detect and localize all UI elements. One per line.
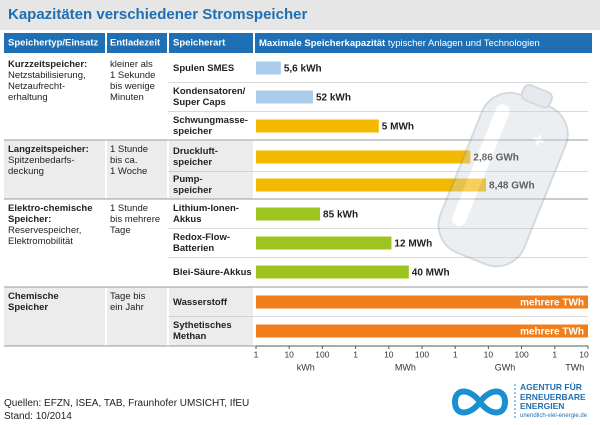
battery-cap bbox=[520, 83, 553, 109]
bar bbox=[256, 324, 588, 338]
bar bbox=[256, 295, 588, 309]
bar bbox=[256, 236, 392, 250]
x-tick-label: 10 bbox=[384, 349, 394, 359]
value-label: 5,6 kWh bbox=[284, 64, 322, 75]
value-label: 8,48 GWh bbox=[489, 181, 535, 192]
logo-url: unendlich-viel-energie.de bbox=[520, 413, 588, 419]
x-tick-label: 10 bbox=[484, 349, 494, 359]
category-label: Blei-Säure-Akkus bbox=[173, 266, 252, 278]
bar bbox=[256, 178, 487, 192]
bar bbox=[256, 61, 281, 75]
value-label: 52 kWh bbox=[316, 93, 351, 104]
bar bbox=[256, 119, 379, 133]
discharge: kleiner als 1 Sekunde bis wenige Minuten bbox=[110, 59, 156, 103]
battery-shine bbox=[452, 104, 510, 227]
logo-name: AGENTUR FÜR ERNEUERBARE ENERGIEN bbox=[520, 382, 586, 411]
category-label: Pump- speicher bbox=[173, 174, 213, 196]
category-label: Wasserstoff bbox=[173, 296, 228, 308]
sources: Quellen: EFZN, ISEA, TAB, Fraunhofer UMS… bbox=[4, 398, 250, 409]
category-label: Kondensatoren/ Super Caps bbox=[173, 86, 246, 108]
battery-body bbox=[437, 92, 569, 268]
bar bbox=[256, 150, 471, 164]
category-label: Druckluft- speicher bbox=[173, 146, 218, 168]
value-label: 40 MWh bbox=[412, 268, 450, 279]
battery bbox=[437, 83, 569, 268]
unit-label: TWh bbox=[565, 362, 584, 372]
chart-header-bold: Maximale Speicherkapazität bbox=[259, 38, 386, 49]
x-tick-label: 1 bbox=[453, 349, 458, 359]
value-label: 85 kWh bbox=[323, 210, 358, 221]
chart-title: Kapazitäten verschiedener Stromspeicher bbox=[8, 6, 307, 23]
x-tick-label: 1 bbox=[552, 349, 557, 359]
header: Speichertyp/Einsatz bbox=[8, 38, 99, 49]
x-tick-label: 10 bbox=[284, 349, 294, 359]
unit-label: kWh bbox=[297, 362, 315, 372]
category-label: Lithium-Ionen- Akkus bbox=[173, 203, 239, 225]
logo-mark bbox=[451, 388, 509, 416]
group-type: Langzeitspeicher: bbox=[8, 144, 89, 155]
header: Speicherart bbox=[173, 38, 226, 49]
unit-label: MWh bbox=[395, 362, 416, 372]
discharge: 1 Stunde bis ca. 1 Woche bbox=[110, 144, 149, 177]
value-label: 12 MWh bbox=[394, 239, 432, 250]
group-bg bbox=[4, 140, 254, 199]
value-label: mehrere TWh bbox=[520, 327, 584, 338]
date: Stand: 10/2014 bbox=[4, 411, 72, 422]
bar bbox=[256, 207, 321, 221]
group-use: Netzstabilisierung, Netzaufrecht- erhalt… bbox=[8, 70, 86, 103]
discharge: Tage bis ein Jahr bbox=[110, 291, 146, 313]
value-label: mehrere TWh bbox=[520, 298, 584, 309]
group-type: Kurzzeitspeicher: bbox=[8, 59, 88, 70]
x-tick-label: 100 bbox=[515, 349, 529, 359]
value-label: 5 MWh bbox=[382, 122, 414, 133]
chart-header: Maximale Speicherkapazität typischer Anl… bbox=[259, 38, 540, 49]
discharge: 1 Stunde bis mehrere Tage bbox=[110, 203, 161, 236]
unit-label: GWh bbox=[495, 362, 516, 372]
x-tick-label: 1 bbox=[254, 349, 259, 359]
x-tick-label: 100 bbox=[315, 349, 329, 359]
header: Entladezeit bbox=[110, 38, 161, 49]
group-type: Chemische Speicher bbox=[8, 291, 59, 313]
x-tick-label: 1 bbox=[353, 349, 358, 359]
title-bar bbox=[0, 0, 600, 30]
group-type: Elektro-chemische Speicher: bbox=[8, 203, 93, 225]
group-use: Spitzenbedarfs- deckung bbox=[8, 155, 75, 177]
header-bar bbox=[4, 33, 592, 53]
category-label: Sythetisches Methan bbox=[173, 320, 232, 342]
bar bbox=[256, 265, 409, 279]
bar bbox=[256, 90, 313, 104]
category-label: Schwungmasse- speicher bbox=[173, 115, 248, 137]
x-tick-label: 10 bbox=[579, 349, 589, 359]
group-use: Reservespeicher, Elektromobilität bbox=[8, 225, 82, 247]
chart-header-rest: typischer Anlagen und Technologien bbox=[388, 38, 540, 49]
value-label: 2,86 GWh bbox=[473, 153, 519, 164]
category-label: Redox-Flow- Batterien bbox=[173, 232, 230, 254]
x-tick-label: 100 bbox=[415, 349, 429, 359]
battery-plus bbox=[533, 134, 544, 146]
category-label: Spulen SMES bbox=[173, 62, 235, 74]
